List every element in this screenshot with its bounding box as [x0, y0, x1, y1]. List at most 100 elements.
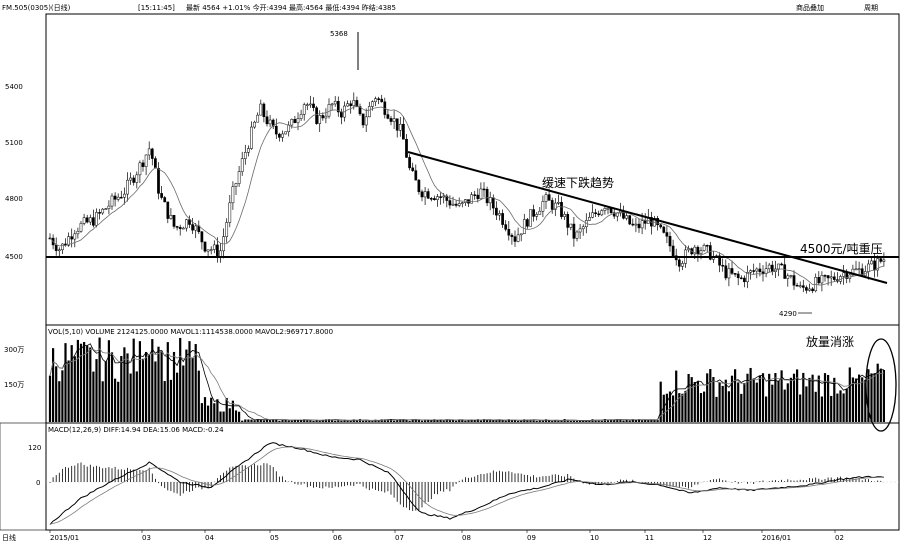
x-axis-label: 11 — [645, 534, 654, 542]
candle-body — [67, 236, 70, 246]
candle-body — [578, 228, 582, 233]
volume-bar — [476, 419, 479, 422]
volume-bar — [210, 397, 213, 422]
volume-bar — [839, 390, 842, 422]
volume-bar — [464, 420, 467, 422]
volume-bar — [55, 366, 58, 422]
period-menu[interactable]: 周期 — [864, 4, 878, 12]
volume-bar — [606, 419, 610, 422]
volume-bar — [597, 419, 600, 422]
volume-bar — [616, 419, 619, 422]
volume-bar — [675, 370, 678, 422]
volume-bar — [510, 420, 513, 422]
volume-bar — [684, 390, 687, 422]
candle-body — [752, 270, 756, 272]
x-axis-corner: 日线 — [2, 533, 16, 542]
candle-body — [457, 203, 461, 206]
volume-bar — [696, 381, 699, 422]
overlay-menu[interactable]: 商品叠加 — [796, 3, 824, 12]
volume-bar — [182, 365, 185, 422]
volume-bar — [123, 347, 126, 422]
macd-tick-120: 120 — [28, 444, 41, 452]
volume-bar — [619, 419, 622, 422]
candle-body — [705, 244, 709, 247]
candle-body — [597, 213, 601, 216]
x-axis-label: 03 — [142, 534, 151, 542]
volume-bar — [250, 419, 253, 422]
volume-bar — [631, 419, 634, 422]
candle-body — [671, 245, 675, 256]
candle-body — [789, 275, 793, 277]
volume-bar — [393, 420, 396, 422]
candle-body — [628, 215, 632, 225]
candle-body — [169, 215, 173, 219]
candle-body — [98, 212, 101, 214]
volume-bar — [566, 420, 569, 422]
volume-bar — [851, 377, 854, 422]
candle-body — [535, 214, 539, 217]
volume-bar — [117, 381, 120, 422]
volume-bar — [786, 383, 789, 422]
volume-bar — [659, 381, 662, 422]
candle-body — [532, 209, 535, 217]
volume-bar — [777, 380, 780, 422]
volume-bar — [427, 419, 430, 422]
candle-body — [746, 272, 749, 283]
candle-body — [820, 275, 824, 284]
volume-bar — [647, 419, 650, 422]
volume-bar — [672, 395, 675, 422]
candle-body — [786, 275, 790, 279]
volume-bar — [507, 419, 510, 422]
volume-bar — [653, 419, 656, 422]
volume-bar — [765, 396, 768, 422]
volume-bar — [650, 419, 653, 422]
volume-bar — [746, 373, 749, 422]
candle-body — [870, 260, 873, 265]
candle-body — [386, 114, 390, 119]
low-price-label: 4290 — [779, 310, 797, 318]
candle-body — [603, 208, 607, 211]
candle-body — [377, 98, 380, 100]
volume-bar — [244, 419, 247, 422]
macd-panel-frame — [45, 422, 900, 531]
volume-bar — [70, 345, 73, 422]
volume-bar — [845, 388, 848, 422]
volume-bar — [358, 419, 362, 422]
candle-body — [668, 236, 672, 247]
candle-body — [296, 118, 300, 124]
volume-bar — [368, 420, 371, 422]
candle-body — [88, 217, 92, 223]
volume-bar — [681, 393, 684, 422]
candle-body — [150, 148, 154, 159]
volume-bar — [399, 419, 402, 422]
candle-body — [265, 116, 269, 125]
candle-body — [126, 179, 129, 195]
volume-bar — [600, 420, 603, 422]
candle-body — [194, 225, 198, 231]
x-axis-label: 2015/01 — [50, 534, 79, 542]
price-tick-4500: 4500 — [5, 253, 23, 261]
volume-bar — [389, 419, 393, 422]
candle-body — [581, 226, 585, 230]
candle-body — [640, 220, 644, 229]
candle-body — [792, 275, 796, 286]
volume-bar — [219, 411, 222, 422]
volume-bar — [715, 396, 718, 422]
volume-bar — [498, 419, 501, 422]
candle-body — [513, 236, 517, 242]
volume-bar — [430, 420, 433, 422]
candle-body — [637, 223, 641, 229]
candle-body — [305, 104, 309, 106]
volume-bar — [482, 419, 486, 422]
volume-bar — [625, 419, 628, 422]
x-axis-label: 09 — [527, 534, 536, 542]
volume-bar — [668, 391, 672, 422]
volume-bar — [417, 419, 420, 422]
candle-body — [200, 231, 204, 243]
candle-body — [777, 263, 780, 270]
volume-bar — [327, 419, 331, 422]
volume-bar — [529, 419, 532, 422]
candle-body — [175, 226, 179, 228]
volume-bar — [160, 350, 163, 422]
